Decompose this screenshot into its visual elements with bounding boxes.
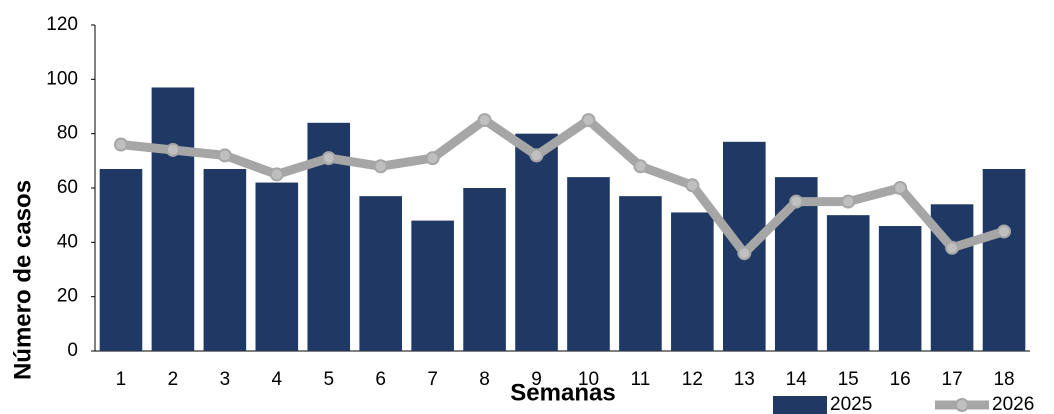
x-tick-label: 8 (479, 369, 490, 390)
legend-label: 2025 (830, 394, 872, 414)
bar (515, 133, 558, 351)
bar (151, 87, 195, 351)
x-tick-label: 4 (272, 369, 283, 390)
y-tick-label: 60 (57, 177, 78, 198)
bar (619, 196, 662, 351)
bar (878, 226, 922, 351)
x-tick-label: 13 (734, 369, 755, 390)
x-tick-label: 14 (786, 369, 808, 390)
x-tick-label: 9 (531, 369, 542, 390)
line-marker (633, 159, 648, 174)
line-marker (685, 178, 700, 193)
y-tick-label: 120 (46, 14, 78, 35)
x-tick-label: 11 (631, 369, 651, 390)
line-marker (737, 246, 752, 261)
y-tick-label: 80 (57, 123, 78, 144)
line-marker (165, 142, 180, 157)
line-marker (477, 113, 492, 128)
line-marker (893, 181, 908, 195)
x-tick-label: 15 (838, 369, 859, 390)
x-tick-label: 6 (375, 369, 386, 390)
line-marker (789, 194, 804, 209)
legend-marker (955, 398, 969, 412)
x-axis-title: Semanas (510, 379, 615, 406)
line-marker (529, 148, 544, 163)
line-marker (425, 151, 440, 166)
bar (255, 182, 299, 351)
bar (359, 196, 402, 351)
line-marker (373, 159, 388, 174)
bar (671, 212, 714, 351)
y-tick-label: 20 (57, 286, 78, 307)
bar (826, 215, 870, 351)
x-tick-label: 16 (890, 369, 911, 390)
y-tick-label: 0 (67, 340, 78, 361)
line-marker (269, 167, 284, 182)
bar (982, 168, 1026, 351)
legend-swatch (773, 396, 827, 414)
line-marker (945, 240, 960, 255)
bar (567, 177, 610, 351)
line-marker (113, 137, 128, 152)
x-tick-label: 3 (220, 369, 231, 390)
y-tick-label: 100 (46, 68, 78, 89)
line-marker (321, 151, 336, 166)
bar (463, 188, 506, 351)
x-tick-label: 10 (578, 369, 599, 390)
line-marker (841, 194, 856, 209)
x-tick-label: 7 (427, 369, 438, 390)
line-marker (997, 224, 1012, 239)
x-tick-label: 17 (942, 369, 963, 390)
line (120, 115, 1006, 258)
x-tick-label: 2 (168, 369, 179, 390)
bar (203, 168, 247, 351)
x-tick-label: 12 (682, 369, 703, 390)
bar (411, 220, 454, 351)
bar (99, 168, 143, 351)
x-tick-label: 18 (993, 369, 1014, 390)
x-tick-label: 5 (323, 369, 334, 390)
x-tick-label: 1 (116, 369, 127, 390)
line-marker (581, 113, 596, 128)
line-marker (217, 148, 232, 163)
y-tick-label: 40 (57, 231, 78, 252)
y-axis-title: Número de casos (9, 180, 36, 380)
legend-label: 2026 (992, 394, 1034, 414)
